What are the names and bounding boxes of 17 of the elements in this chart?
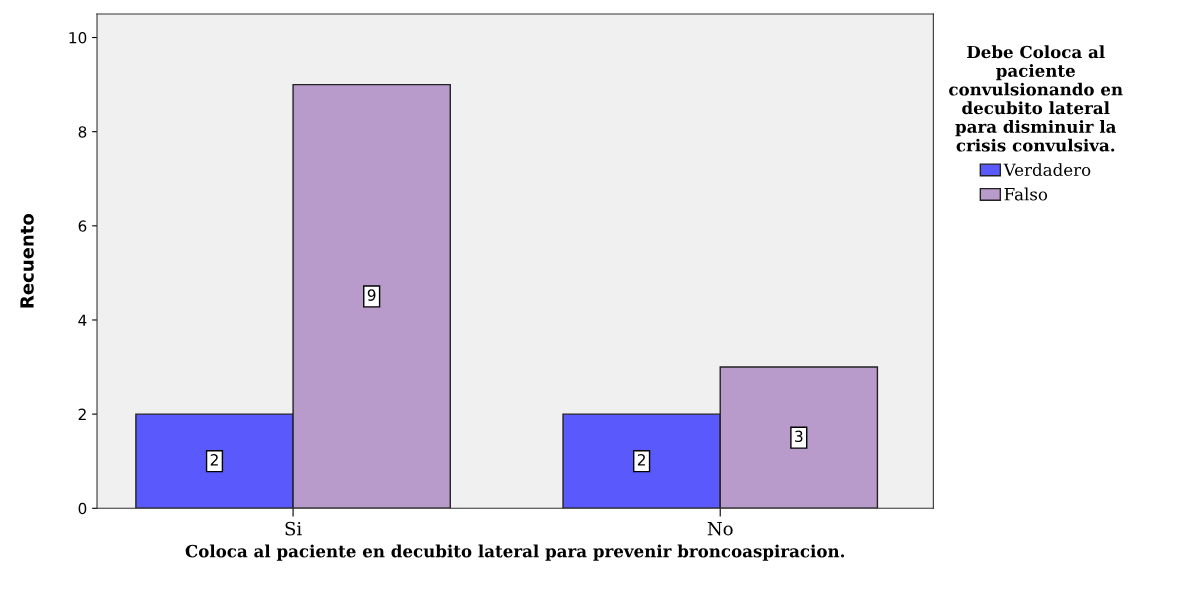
legend-title: Debe Coloca al paciente convulsionando en decubito lateral para disminuir la crisis convulsiva. (949, 45, 1123, 152)
y-tick-label: 8 (78, 126, 87, 138)
legend-label: Falso (1004, 187, 1048, 201)
data-label: 2 (210, 454, 218, 466)
x-tick-label: No (707, 522, 733, 536)
y-tick-label: 0 (78, 502, 87, 515)
y-tick-label: 10 (69, 31, 87, 44)
y-tick-label: 6 (78, 220, 87, 232)
y-axis-title: Recuento (20, 213, 34, 308)
x-axis-title: Coloca al paciente en decubito lateral para prevenir broncoaspiracion. (185, 544, 845, 561)
legend-label: Verdadero (1003, 163, 1091, 177)
data-label: 2 (637, 454, 645, 466)
y-tick-label: 2 (78, 408, 86, 420)
x-tick-label: Si (285, 521, 302, 536)
data-label: 9 (367, 289, 376, 301)
data-label: 3 (795, 430, 803, 443)
y-tick-label: 4 (78, 314, 87, 326)
